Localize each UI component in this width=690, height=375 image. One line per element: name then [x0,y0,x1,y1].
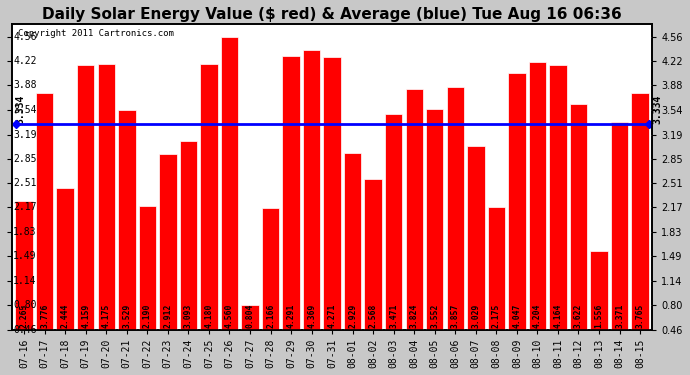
Bar [241,305,259,330]
Text: 2.444: 2.444 [61,304,70,328]
Bar [446,87,464,330]
Text: 3.776: 3.776 [40,304,49,328]
Text: 3.54: 3.54 [13,105,37,114]
Bar [57,188,74,330]
Text: 3.371: 3.371 [615,304,624,328]
Bar [508,73,526,330]
Bar [221,37,238,330]
Text: 1.49: 1.49 [13,251,37,261]
Bar [77,65,95,330]
Text: 2.265: 2.265 [19,304,28,328]
Text: 0.46: 0.46 [13,325,37,334]
Bar [590,251,608,330]
Text: 4.369: 4.369 [307,304,316,328]
Bar [118,110,135,330]
Text: 3.471: 3.471 [389,304,398,328]
Text: 1.83: 1.83 [13,227,37,237]
Bar [200,64,217,330]
Text: 1.14: 1.14 [13,276,37,286]
Text: 3.552: 3.552 [431,304,440,328]
Text: 0.804: 0.804 [246,304,255,328]
Bar [139,206,156,330]
Text: 1.556: 1.556 [595,304,604,328]
Text: 4.560: 4.560 [225,304,234,328]
Text: 4.22: 4.22 [13,56,37,66]
Text: 2.190: 2.190 [143,304,152,328]
Bar [282,56,299,330]
Text: 4.291: 4.291 [286,304,295,328]
Bar [570,104,587,330]
Text: 4.204: 4.204 [533,304,542,328]
Text: 3.334: 3.334 [653,95,662,124]
Text: 3.334: 3.334 [15,95,25,124]
Text: 4.175: 4.175 [101,304,111,328]
Text: 3.19: 3.19 [13,129,37,140]
Bar [529,62,546,330]
Text: 2.912: 2.912 [164,304,172,328]
Text: 3.093: 3.093 [184,304,193,328]
Text: 3.88: 3.88 [13,80,37,90]
Bar [467,146,484,330]
Text: 3.765: 3.765 [635,304,644,328]
Bar [15,201,33,330]
Bar [364,179,382,330]
Bar [159,154,177,330]
Text: 4.180: 4.180 [204,304,213,328]
Text: 4.164: 4.164 [553,304,562,328]
Text: 2.51: 2.51 [13,178,37,188]
Text: 4.047: 4.047 [513,304,522,328]
Text: 3.529: 3.529 [122,304,131,328]
Text: 2.568: 2.568 [368,304,377,328]
Bar [406,89,423,330]
Bar [426,109,444,330]
Text: Copyright 2011 Cartronics.com: Copyright 2011 Cartronics.com [18,29,174,38]
Text: 3.857: 3.857 [451,304,460,328]
Title: Daily Solar Energy Value ($ red) & Average (blue) Tue Aug 16 06:36: Daily Solar Energy Value ($ red) & Avera… [42,7,622,22]
Text: 2.929: 2.929 [348,304,357,328]
Bar [344,153,362,330]
Text: 3.029: 3.029 [471,304,480,328]
Text: 0.80: 0.80 [13,300,37,310]
Bar [549,65,566,330]
Bar [324,57,341,330]
Bar [488,207,505,330]
Bar [385,114,402,330]
Bar [631,93,649,330]
Text: 4.56: 4.56 [13,32,37,42]
Bar [303,50,320,330]
Bar [179,141,197,330]
Text: 2.175: 2.175 [492,304,501,328]
Text: 4.159: 4.159 [81,304,90,328]
Text: 2.85: 2.85 [13,154,37,164]
Text: 2.166: 2.166 [266,304,275,328]
Text: 3.622: 3.622 [574,304,583,328]
Bar [611,122,629,330]
Bar [97,64,115,330]
Bar [36,93,53,330]
Text: 2.17: 2.17 [13,202,37,213]
Text: 4.271: 4.271 [328,304,337,328]
Bar [262,208,279,330]
Text: 3.824: 3.824 [410,304,419,328]
